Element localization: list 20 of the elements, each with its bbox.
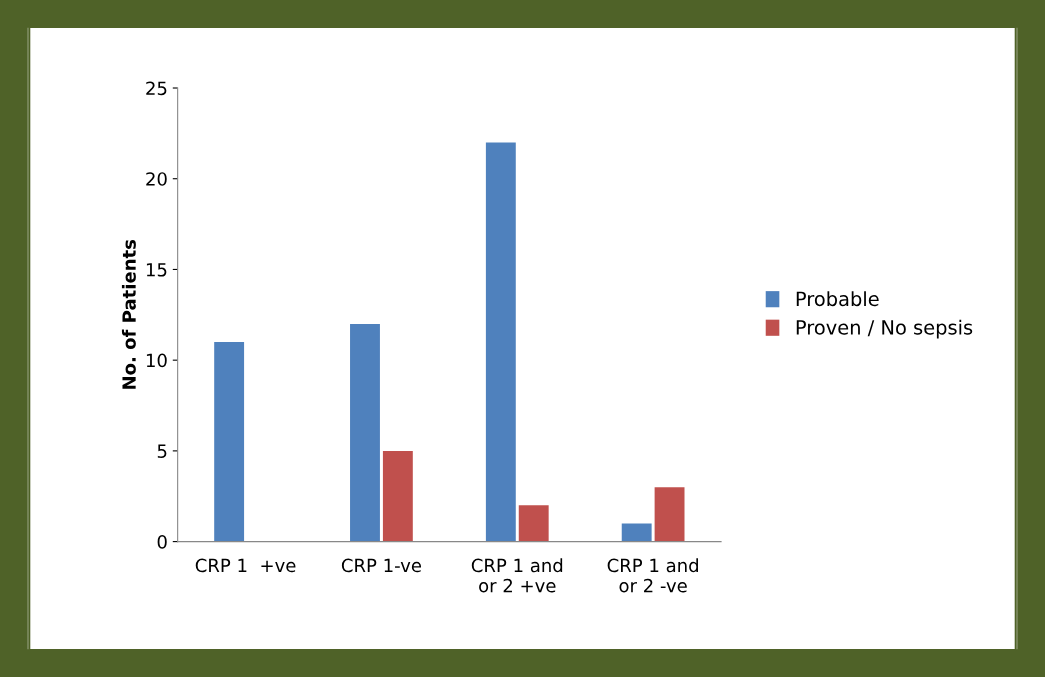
y-tick-label: 0 xyxy=(157,535,167,549)
bar xyxy=(214,342,245,542)
y-tick-label: 5 xyxy=(157,444,167,458)
legend-label: Proven / No sepsis xyxy=(796,319,973,339)
y-tick-label: 15 xyxy=(146,263,167,277)
y-axis-title: No. of Patients xyxy=(121,239,136,389)
x-tick-label: CRP 1 and or 2 +ve xyxy=(471,558,563,593)
bar xyxy=(654,487,685,542)
y-tick-label: 10 xyxy=(146,353,167,368)
y-tick-label: 20 xyxy=(146,172,167,186)
legend-label: Probable xyxy=(796,291,879,307)
x-tick-label: CRP 1 +ve xyxy=(195,558,296,573)
bar xyxy=(382,450,413,542)
bar xyxy=(621,523,652,542)
bar xyxy=(518,505,549,542)
x-tick-label: CRP 1 and or 2 -ve xyxy=(607,558,698,593)
bar xyxy=(485,142,516,542)
x-tick-label: CRP 1-ve xyxy=(341,558,422,573)
y-tick-label: 25 xyxy=(146,81,167,96)
bar xyxy=(350,323,380,542)
